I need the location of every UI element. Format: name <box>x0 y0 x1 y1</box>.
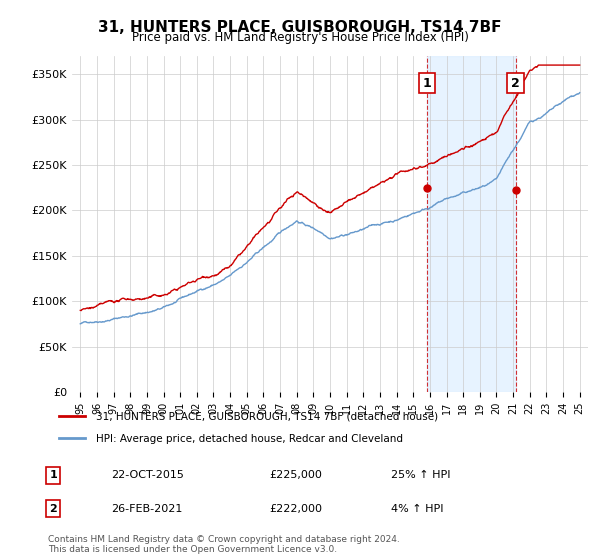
Text: 26-FEB-2021: 26-FEB-2021 <box>112 504 183 514</box>
Text: Price paid vs. HM Land Registry's House Price Index (HPI): Price paid vs. HM Land Registry's House … <box>131 31 469 44</box>
Text: 31, HUNTERS PLACE, GUISBOROUGH, TS14 7BF: 31, HUNTERS PLACE, GUISBOROUGH, TS14 7BF <box>98 20 502 35</box>
Text: 4% ↑ HPI: 4% ↑ HPI <box>391 504 444 514</box>
Text: 1: 1 <box>422 77 431 90</box>
Text: 2: 2 <box>511 77 520 90</box>
Text: HPI: Average price, detached house, Redcar and Cleveland: HPI: Average price, detached house, Redc… <box>95 435 403 445</box>
Text: 2: 2 <box>49 504 57 514</box>
Text: Contains HM Land Registry data © Crown copyright and database right 2024.
This d: Contains HM Land Registry data © Crown c… <box>48 535 400 554</box>
Text: 25% ↑ HPI: 25% ↑ HPI <box>391 470 451 480</box>
Text: £222,000: £222,000 <box>270 504 323 514</box>
Text: 31, HUNTERS PLACE, GUISBOROUGH, TS14 7BF (detached house): 31, HUNTERS PLACE, GUISBOROUGH, TS14 7BF… <box>95 412 437 422</box>
Bar <box>427 56 515 392</box>
Text: 1: 1 <box>49 470 57 480</box>
Text: 22-OCT-2015: 22-OCT-2015 <box>112 470 184 480</box>
Text: £225,000: £225,000 <box>270 470 323 480</box>
